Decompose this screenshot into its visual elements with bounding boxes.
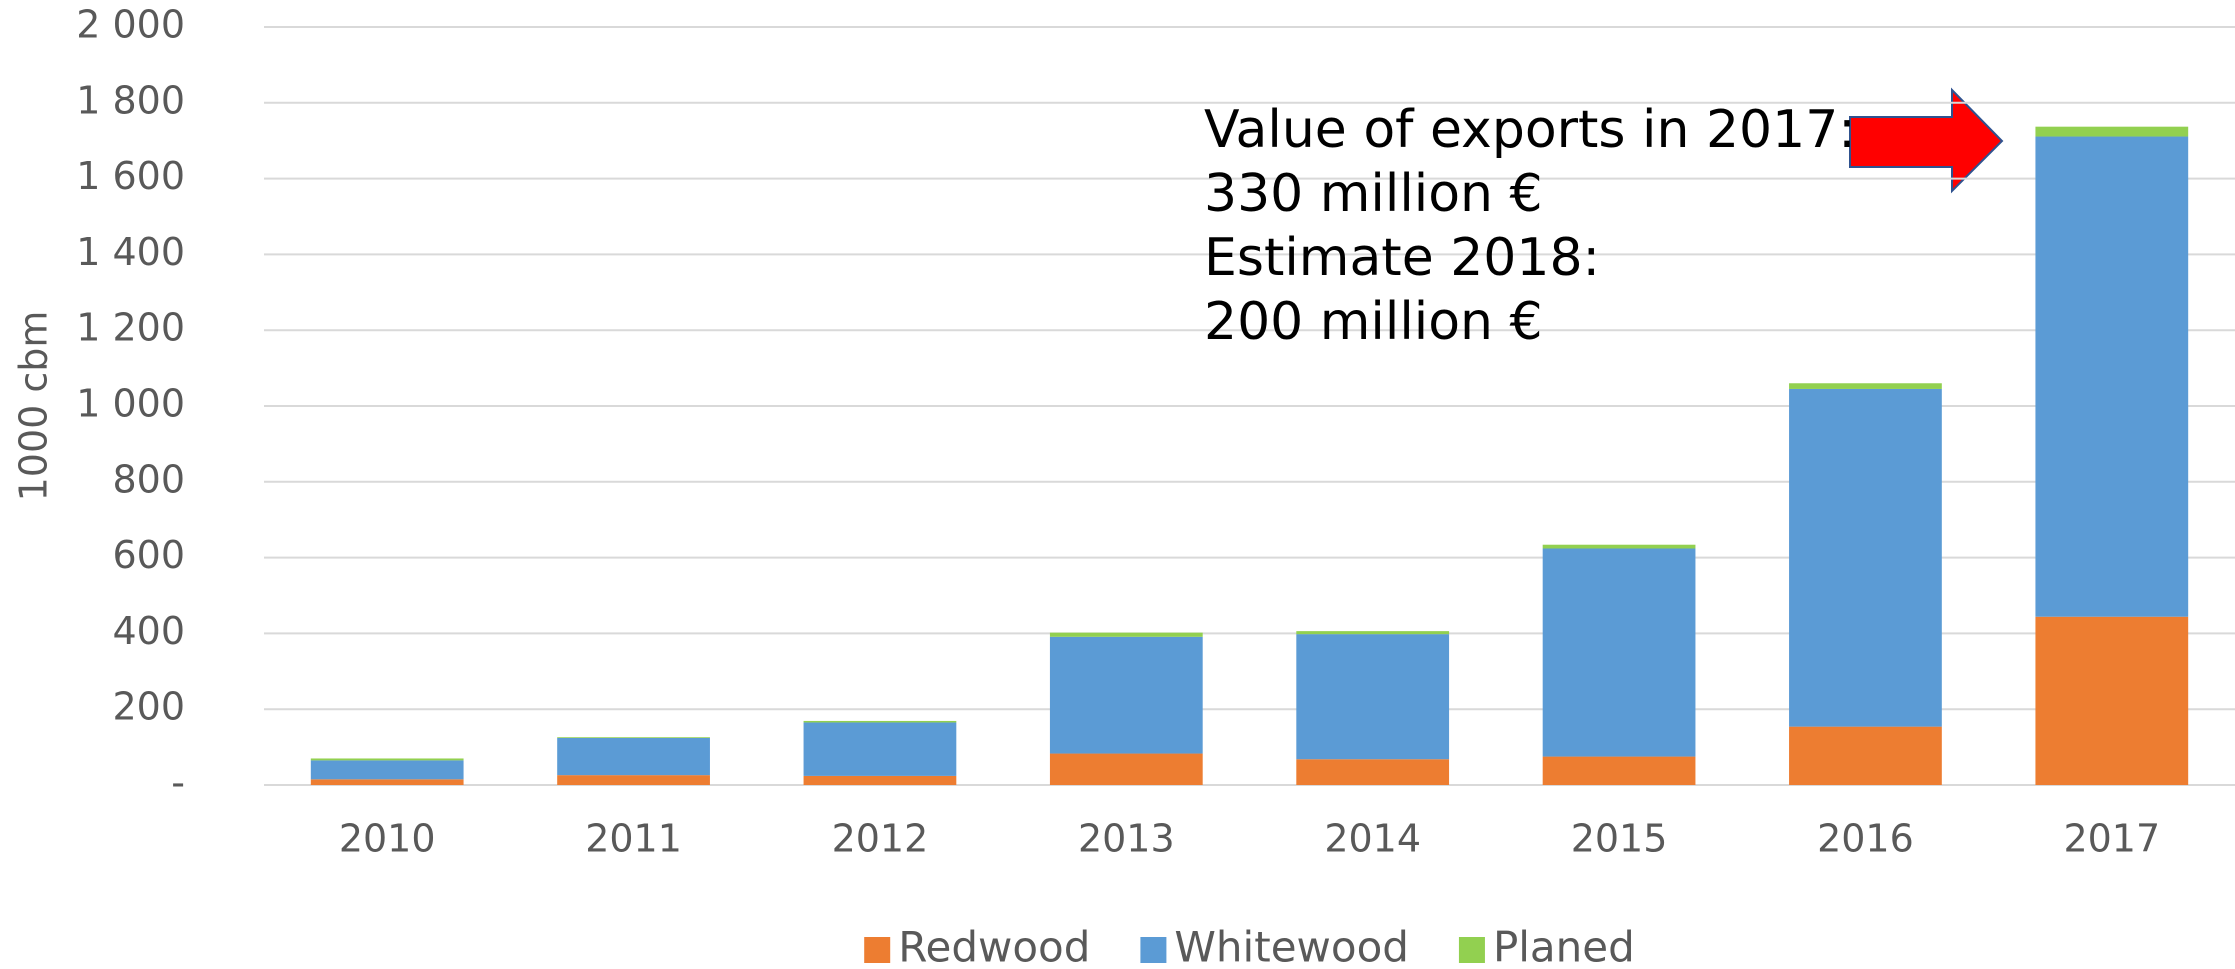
x-tick-label: 2015 (1571, 817, 1668, 861)
bar-segment (1296, 759, 1450, 785)
y-tick-label: 1 200 (76, 306, 185, 350)
bar-segment (803, 720, 957, 723)
bar-segment (1789, 388, 1942, 727)
y-tick-label: 1 000 (76, 382, 185, 426)
bar-segment (1049, 753, 1203, 785)
y-tick-label: 600 (112, 533, 185, 577)
bar-segment (1049, 632, 1203, 637)
legend-swatch (1140, 937, 1167, 963)
x-tick-label: 2014 (1324, 817, 1421, 861)
bar-segment (1542, 756, 1696, 785)
x-tick-label: 2013 (1078, 817, 1175, 861)
y-axis-title: 1000 cbm (12, 311, 56, 502)
bar-segment (803, 775, 957, 785)
x-tick-label: 2010 (339, 817, 436, 861)
legend-label: Planed (1493, 923, 1635, 969)
annotation: 200 million € (1204, 292, 1543, 352)
bar-segment (803, 722, 957, 776)
y-tick-label: 1 400 (76, 230, 185, 274)
bar-segment (1542, 548, 1696, 757)
bar-segment (1789, 726, 1942, 785)
legend-swatch (864, 937, 891, 963)
arrow (1849, 87, 2004, 194)
bar-segment (557, 738, 710, 776)
legend-label: Redwood (898, 923, 1090, 969)
y-tick-label: 1 600 (76, 154, 185, 198)
bar-segment (310, 779, 464, 785)
bar-segment (557, 737, 710, 739)
y-tick-label: 800 (112, 457, 185, 501)
y-tick-label: 200 (112, 685, 185, 729)
x-tick-label: 2016 (1817, 817, 1914, 861)
bar-segment (1542, 544, 1696, 549)
y-tick-label: 2 000 (76, 3, 185, 47)
annotation: Value of exports in 2017: (1204, 100, 1856, 160)
x-tick-label: 2012 (832, 817, 929, 861)
bar-segment (2035, 616, 2189, 785)
y-tick-label: 1 800 (76, 78, 185, 122)
y-tick-label: - (171, 761, 185, 805)
bar-segment (1789, 383, 1942, 389)
bar-segment (2035, 126, 2189, 137)
bar-segment (310, 760, 464, 780)
legend-swatch (1458, 937, 1485, 963)
annotation: 330 million € (1204, 164, 1543, 224)
x-tick-label: 2017 (2063, 817, 2160, 861)
bar-segment (557, 775, 710, 785)
y-tick-label: 400 (112, 609, 185, 653)
annotation: Estimate 2018: (1204, 228, 1600, 288)
legend-label: Whitewood (1174, 923, 1409, 969)
bar-segment (1296, 631, 1450, 635)
bar-segment (1049, 636, 1203, 754)
bar-segment (2035, 136, 2189, 617)
bar-segment (1296, 634, 1450, 760)
x-tick-label: 2011 (585, 817, 682, 861)
bar-segment (310, 758, 464, 761)
